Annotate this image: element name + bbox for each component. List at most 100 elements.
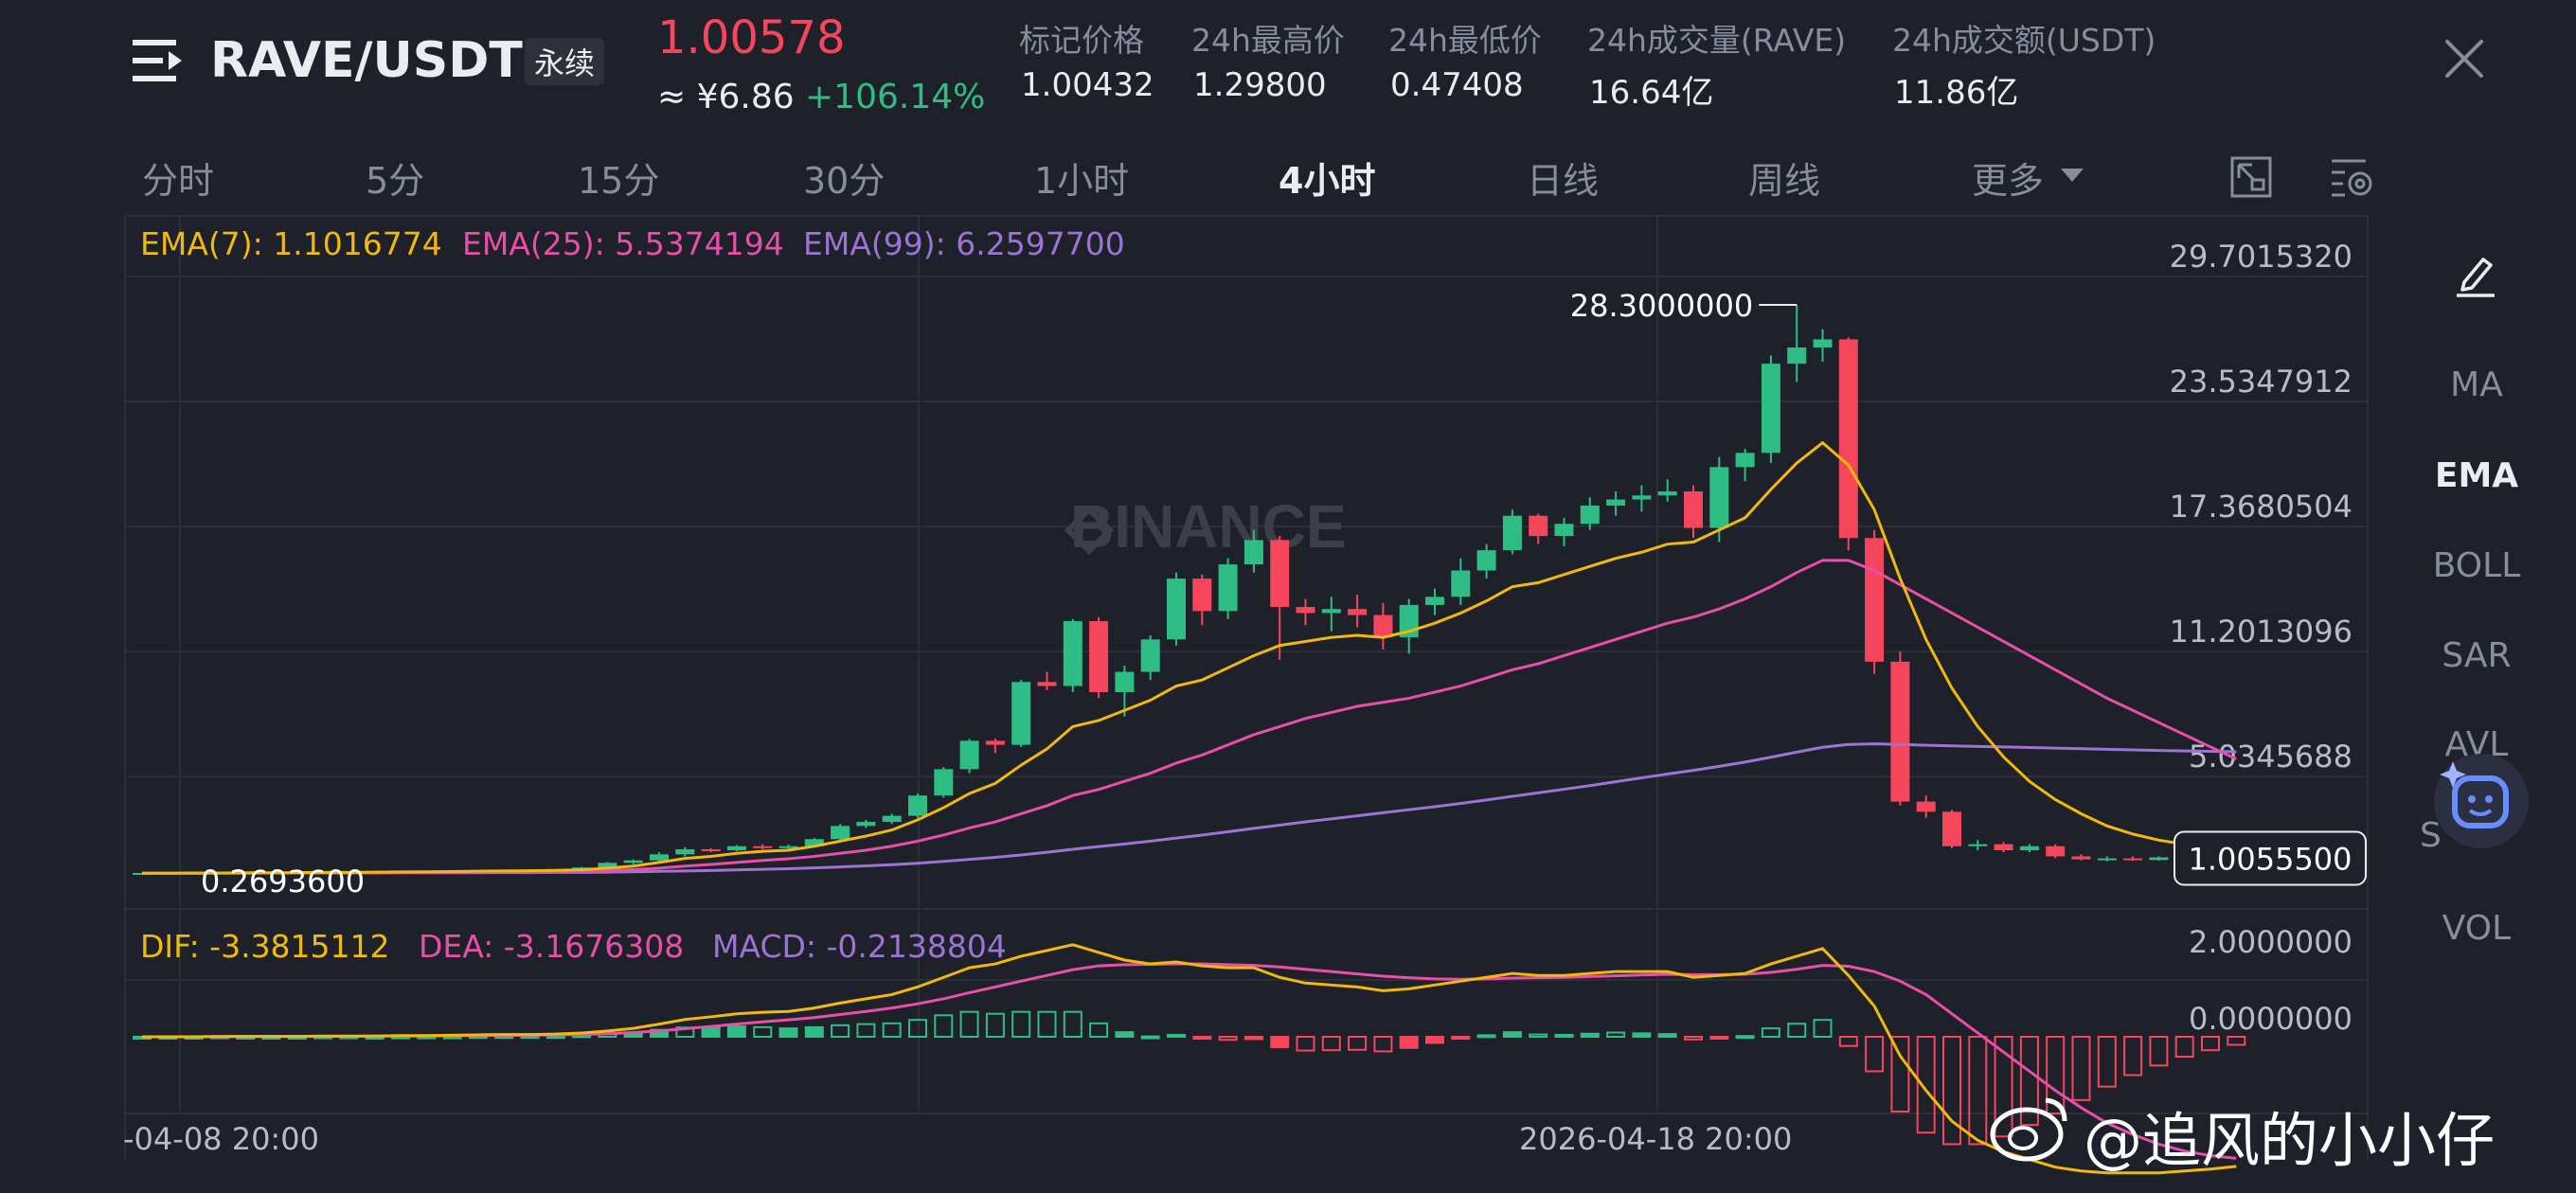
candle-body: [1916, 801, 1936, 812]
candle-body: [1554, 524, 1574, 537]
candle-body: [1761, 364, 1780, 454]
macd-histogram-bar: [753, 1025, 773, 1038]
indicator-boll[interactable]: BOLL: [2432, 546, 2521, 585]
macd-axis-label: 2.0000000: [2189, 924, 2352, 960]
macd-histogram-bar: [1942, 1036, 1961, 1146]
candle-body: [1580, 506, 1600, 525]
candle-body: [831, 826, 850, 840]
current-price-tag: [2174, 830, 2367, 886]
candle-body: [2097, 858, 2117, 861]
macd-histogram-bar: [2149, 1036, 2169, 1067]
assistant-icon[interactable]: [2430, 750, 2532, 852]
macd-histogram-bar: [882, 1022, 902, 1038]
fullscreen-icon[interactable]: [2229, 155, 2273, 199]
candle-body: [1167, 579, 1186, 640]
candle-body: [1451, 570, 1471, 597]
candle-body: [598, 863, 617, 868]
candle-body: [1243, 540, 1263, 565]
candle-body: [2149, 857, 2169, 861]
candle-body: [1115, 671, 1135, 693]
candle-body: [1476, 550, 1496, 571]
macd-histogram-bar: [1529, 1033, 1548, 1038]
macd-histogram-bar: [1684, 1036, 1703, 1041]
indicator-sar[interactable]: SAR: [2442, 636, 2512, 675]
macd-histogram-bar: [1192, 1036, 1212, 1041]
candle-body: [650, 854, 669, 861]
tab-1h[interactable]: 1小时: [1034, 160, 1130, 202]
macd-histogram-bar: [1838, 1036, 1858, 1047]
candle-body: [1425, 596, 1444, 605]
price-axis-label: 17.3680504: [2170, 489, 2352, 525]
macd-histogram-bar: [1580, 1032, 1600, 1039]
macd-histogram-bar: [1063, 1010, 1082, 1039]
stat-value-24h-turnover: 11.86亿: [1894, 74, 2019, 112]
candle-body: [1089, 621, 1109, 693]
macd-histogram-bar: [1735, 1035, 1755, 1040]
tab-more[interactable]: 更多: [1972, 160, 2045, 202]
candle-body: [1321, 609, 1341, 614]
stat-label-24h-low: 24h最低价: [1388, 22, 1542, 59]
indicator-ema[interactable]: EMA: [2434, 456, 2519, 495]
macd-histogram-bar: [1115, 1031, 1135, 1039]
macd-histogram-bar: [1140, 1035, 1160, 1040]
indicator-vol[interactable]: VOL: [2442, 909, 2512, 948]
candle-body: [1218, 564, 1238, 612]
candle-body: [1192, 579, 1212, 612]
tab-15m[interactable]: 15分: [578, 160, 660, 202]
candle-body: [2046, 846, 2066, 857]
candle-body: [1890, 661, 1910, 802]
candle-body: [1270, 540, 1290, 608]
price-axis-label: 5.0345688: [2189, 739, 2352, 775]
stat-value-24h-high: 1.29800: [1193, 66, 1327, 104]
indicator-partial[interactable]: S: [2420, 816, 2442, 855]
chevron-down-icon[interactable]: [2061, 169, 2084, 182]
macd-histogram-bar: [1296, 1036, 1315, 1052]
pair-title[interactable]: RAVE/USDT: [210, 32, 523, 89]
macd-histogram-bar: [2046, 1036, 2066, 1114]
candle-body: [1529, 515, 1548, 537]
tab-1d[interactable]: 日线: [1527, 160, 1600, 202]
chart-settings-icon[interactable]: [2330, 155, 2375, 199]
macd-histogram-bar: [1865, 1036, 1885, 1073]
tab-4h[interactable]: 4小时: [1279, 160, 1376, 202]
candle-body: [1011, 682, 1031, 745]
tab-time-sharing[interactable]: 分时: [142, 160, 215, 202]
macd-histogram-bar: [1994, 1036, 2013, 1138]
macd-histogram-bar: [1916, 1036, 1936, 1134]
macd-histogram-bar: [1011, 1010, 1031, 1039]
draw-tool-icon[interactable]: [2455, 252, 2496, 297]
macd-histogram-bar: [1270, 1036, 1290, 1048]
stat-label-mark-price: 标记价格: [1019, 22, 1144, 59]
macd-histogram-bar: [1657, 1033, 1677, 1039]
macd-histogram-bar: [2201, 1036, 2220, 1052]
candle-body: [1657, 491, 1677, 496]
weibo-logo-icon: [1990, 1097, 2067, 1162]
macd-histogram-bar: [1813, 1019, 1833, 1039]
legend-macd: MACD: -0.2138804: [712, 928, 1007, 965]
macd-histogram-bar: [2071, 1036, 2091, 1101]
candle-body: [1735, 453, 1755, 468]
legend-dif: DIF: -3.3815112: [140, 928, 390, 965]
candle-body: [1684, 491, 1703, 528]
candle-body: [1838, 339, 1858, 539]
stat-value-mark-price: 1.00432: [1021, 66, 1154, 104]
macd-histogram-bar: [2227, 1036, 2246, 1046]
macd-histogram-bar: [2174, 1036, 2194, 1059]
tab-30m[interactable]: 30分: [803, 160, 886, 202]
tab-5m[interactable]: 5分: [366, 160, 425, 202]
macd-histogram-bar: [726, 1025, 746, 1038]
macd-histogram-bar: [1502, 1031, 1522, 1039]
candle-body: [1373, 614, 1393, 638]
indicator-ma[interactable]: MA: [2450, 365, 2503, 404]
menu-icon[interactable]: [133, 38, 184, 83]
macd-histogram-bar: [908, 1019, 927, 1039]
macd-histogram-bar: [701, 1025, 721, 1038]
close-icon[interactable]: [2442, 36, 2487, 81]
candle-body: [778, 846, 798, 848]
tab-1w[interactable]: 周线: [1748, 160, 1821, 202]
legend-ema25: EMA(25): 5.5374194: [462, 225, 784, 262]
dif-line: [142, 943, 2237, 1175]
candle-body: [726, 846, 746, 851]
price-axis-label: 29.7015320: [2170, 239, 2352, 275]
